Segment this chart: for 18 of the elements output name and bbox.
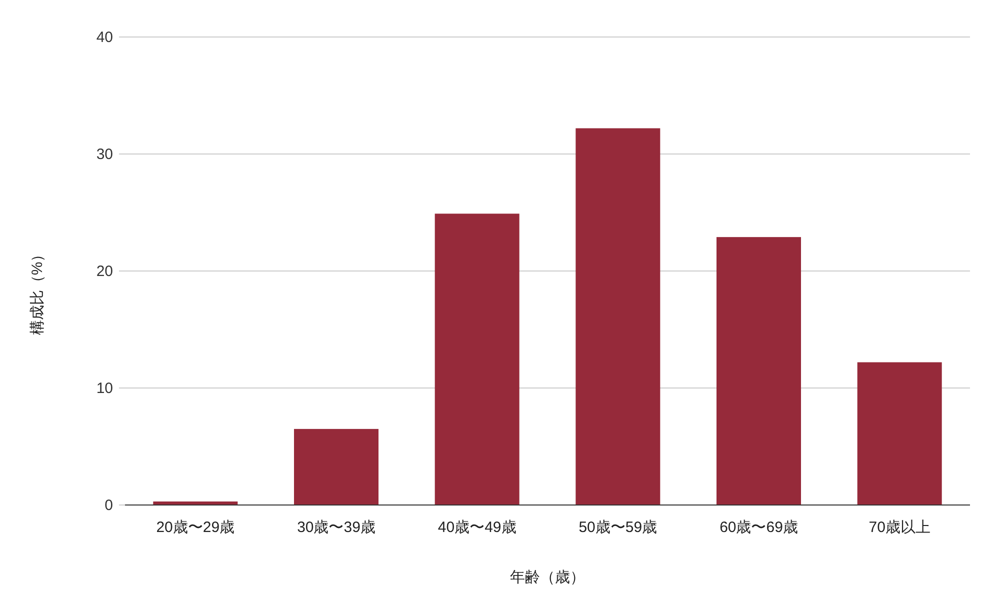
x-tick-label: 50歳〜59歳 xyxy=(578,519,658,536)
bar xyxy=(576,128,660,505)
y-tick-label: 20 xyxy=(96,263,113,280)
x-tick-label: 30歳〜39歳 xyxy=(297,519,376,536)
x-tick-label: 60歳〜69歳 xyxy=(720,519,798,536)
y-axis-title: 構成比（%） xyxy=(29,246,46,336)
bar xyxy=(716,237,801,505)
x-axis-title: 年齢（歳） xyxy=(510,569,585,586)
bar xyxy=(434,214,520,505)
x-tick-label: 40歳〜49歳 xyxy=(438,519,516,536)
y-tick-label: 30 xyxy=(96,146,113,163)
bar xyxy=(857,362,942,505)
bar xyxy=(294,428,378,505)
x-tick-label: 70歳以上 xyxy=(868,519,930,536)
y-tick-label: 10 xyxy=(96,380,113,397)
y-tick-label: 0 xyxy=(104,497,113,514)
y-tick-label: 40 xyxy=(96,29,113,46)
x-tick-label: 20歳〜29歳 xyxy=(156,519,235,536)
